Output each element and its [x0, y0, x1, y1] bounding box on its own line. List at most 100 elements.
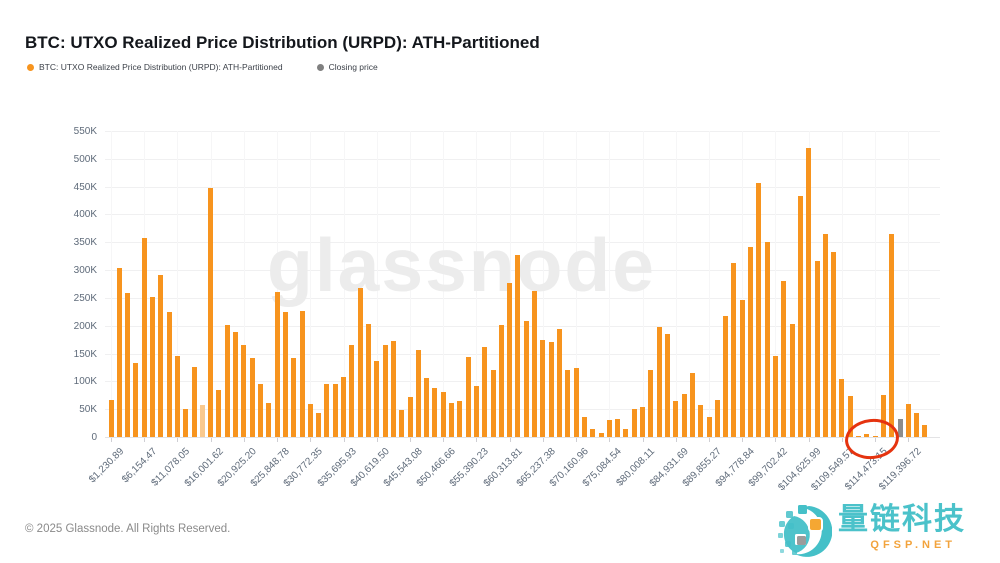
urpd-bar[interactable]	[864, 434, 870, 437]
urpd-bar[interactable]	[781, 281, 787, 437]
urpd-bar[interactable]	[507, 283, 513, 437]
urpd-bar[interactable]	[299, 310, 305, 437]
urpd-bar[interactable]	[673, 400, 679, 437]
urpd-bar[interactable]	[199, 405, 205, 437]
urpd-bar[interactable]	[540, 340, 546, 437]
urpd-bar[interactable]	[789, 323, 795, 437]
legend-item-urpd[interactable]: BTC: UTXO Realized Price Distribution (U…	[27, 62, 283, 72]
urpd-bar[interactable]	[407, 396, 413, 437]
urpd-bar[interactable]	[324, 384, 330, 437]
urpd-bar[interactable]	[615, 419, 621, 437]
urpd-bar[interactable]	[266, 403, 272, 437]
urpd-bar[interactable]	[739, 300, 745, 437]
urpd-bar[interactable]	[390, 340, 396, 437]
urpd-bar[interactable]	[623, 429, 629, 437]
urpd-bar[interactable]	[714, 399, 720, 437]
urpd-bar[interactable]	[365, 324, 371, 437]
urpd-bar[interactable]	[457, 400, 463, 437]
urpd-bar[interactable]	[241, 345, 247, 437]
urpd-bar[interactable]	[449, 403, 455, 437]
urpd-bar[interactable]	[465, 357, 471, 437]
urpd-bar[interactable]	[432, 388, 438, 437]
urpd-bar[interactable]	[374, 361, 380, 437]
urpd-bar[interactable]	[382, 345, 388, 437]
urpd-bar[interactable]	[665, 333, 670, 437]
urpd-bar[interactable]	[349, 344, 355, 437]
urpd-bar[interactable]	[150, 296, 156, 437]
urpd-bar[interactable]	[706, 416, 712, 437]
urpd-bar[interactable]	[806, 147, 812, 437]
urpd-bar[interactable]	[415, 349, 421, 437]
urpd-bar[interactable]	[797, 196, 803, 437]
urpd-bar[interactable]	[191, 366, 197, 437]
urpd-bar[interactable]	[631, 409, 637, 437]
urpd-bar[interactable]	[473, 386, 479, 437]
urpd-bar[interactable]	[856, 435, 862, 437]
urpd-bar[interactable]	[307, 403, 313, 437]
urpd-bar[interactable]	[208, 188, 214, 437]
urpd-bar[interactable]	[847, 396, 853, 437]
urpd-bar[interactable]	[515, 255, 521, 437]
urpd-bar[interactable]	[640, 406, 646, 437]
urpd-bar[interactable]	[141, 238, 147, 437]
urpd-bar[interactable]	[282, 312, 288, 437]
urpd-bar[interactable]	[133, 363, 139, 437]
urpd-bar[interactable]	[399, 409, 405, 437]
urpd-bar[interactable]	[889, 233, 895, 437]
urpd-bar[interactable]	[125, 293, 131, 437]
urpd-bar[interactable]	[249, 357, 255, 437]
urpd-bar[interactable]	[108, 399, 114, 437]
urpd-bar[interactable]	[341, 377, 347, 437]
urpd-bar[interactable]	[772, 356, 778, 437]
urpd-bar[interactable]	[532, 291, 538, 437]
urpd-bar[interactable]	[482, 347, 488, 437]
urpd-bar[interactable]	[748, 247, 754, 437]
urpd-bar[interactable]	[424, 378, 430, 437]
urpd-bar[interactable]	[681, 394, 687, 437]
urpd-bar[interactable]	[689, 373, 695, 437]
closing-price-bar[interactable]	[897, 418, 903, 437]
urpd-bar[interactable]	[548, 341, 554, 437]
urpd-bar[interactable]	[316, 413, 322, 437]
urpd-bar[interactable]	[764, 242, 770, 437]
urpd-bar[interactable]	[656, 327, 662, 437]
urpd-bar[interactable]	[274, 292, 280, 437]
urpd-bar[interactable]	[440, 391, 446, 437]
urpd-bar[interactable]	[158, 275, 164, 437]
urpd-bar[interactable]	[490, 370, 496, 437]
urpd-bar[interactable]	[831, 251, 837, 437]
urpd-bar[interactable]	[332, 383, 338, 437]
urpd-bar[interactable]	[565, 369, 571, 437]
urpd-bar[interactable]	[174, 356, 180, 437]
urpd-bar[interactable]	[723, 315, 729, 437]
urpd-bar[interactable]	[839, 378, 845, 437]
urpd-bar[interactable]	[216, 390, 222, 437]
urpd-bar[interactable]	[905, 403, 911, 437]
urpd-bar[interactable]	[872, 435, 878, 437]
urpd-bar[interactable]	[598, 432, 604, 437]
legend-item-closing-price[interactable]: Closing price	[316, 62, 378, 72]
urpd-bar[interactable]	[698, 405, 704, 437]
urpd-bar[interactable]	[606, 420, 612, 437]
urpd-bar[interactable]	[914, 413, 920, 437]
urpd-bar[interactable]	[880, 394, 886, 437]
urpd-bar[interactable]	[581, 416, 587, 437]
urpd-bar[interactable]	[573, 368, 579, 437]
urpd-bar[interactable]	[756, 183, 762, 437]
urpd-bar[interactable]	[183, 408, 189, 437]
urpd-bar[interactable]	[648, 369, 654, 437]
urpd-bar[interactable]	[224, 324, 230, 437]
urpd-bar[interactable]	[116, 268, 122, 437]
urpd-bar[interactable]	[166, 312, 172, 437]
urpd-bar[interactable]	[258, 383, 263, 437]
urpd-bar[interactable]	[590, 429, 596, 437]
urpd-bar[interactable]	[523, 321, 529, 437]
urpd-bar[interactable]	[922, 425, 928, 437]
urpd-bar[interactable]	[557, 328, 563, 437]
urpd-bar[interactable]	[233, 332, 239, 437]
urpd-bar[interactable]	[357, 287, 363, 437]
urpd-bar[interactable]	[814, 261, 820, 437]
urpd-bar[interactable]	[822, 234, 828, 437]
urpd-bar[interactable]	[291, 357, 297, 437]
